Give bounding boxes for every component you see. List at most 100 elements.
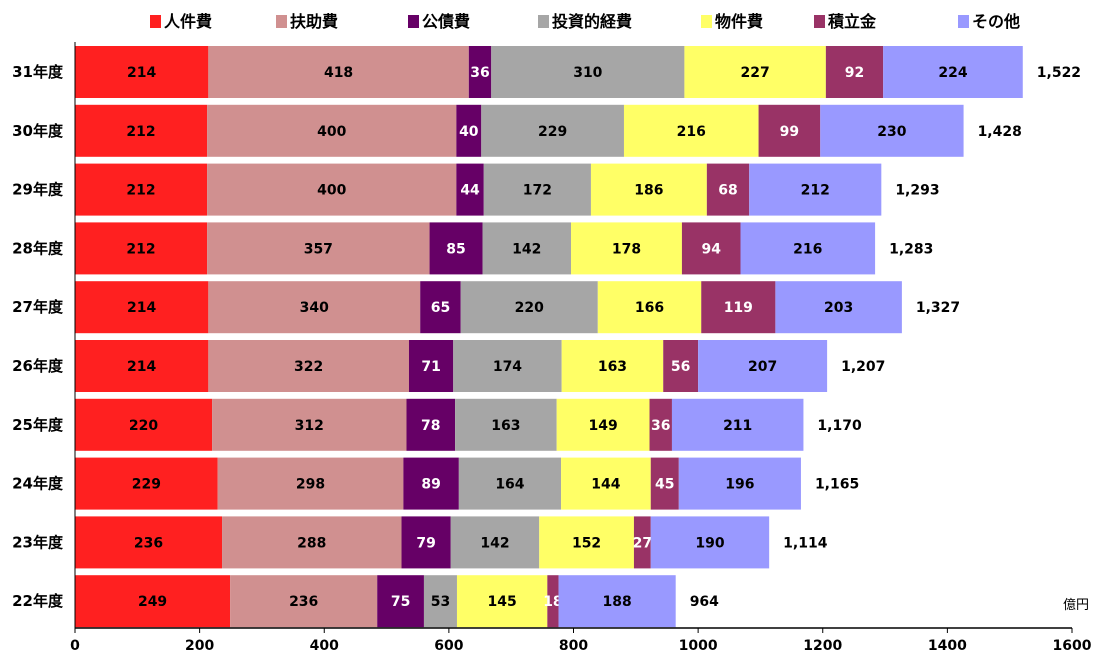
unit-label: 億円	[1063, 597, 1089, 613]
bar-segment	[547, 575, 559, 628]
legend-item: 投資的経費	[538, 12, 632, 31]
segment-value-label: 85	[446, 241, 465, 257]
bar-segment	[483, 163, 591, 216]
bar-segment	[684, 46, 826, 98]
segment-value-label: 224	[938, 65, 967, 81]
segment-value-label: 236	[134, 535, 163, 551]
segment-value-label: 144	[591, 477, 620, 493]
legend-label: 扶助費	[290, 12, 338, 31]
bar-row: 23年度 236 288 79 142 152 27 190 1,114	[12, 516, 828, 569]
total-label: 1,283	[889, 241, 933, 257]
legend-label: 物件費	[715, 12, 763, 31]
legend-item: 扶助費	[276, 12, 338, 31]
bar-segment	[698, 340, 828, 392]
total-label: 1,428	[978, 124, 1022, 140]
legend-swatch	[814, 15, 825, 28]
segment-value-label: 216	[677, 124, 706, 140]
segment-value-label: 216	[793, 241, 822, 257]
segment-value-label: 45	[655, 477, 674, 493]
category-label: 31年度	[12, 63, 64, 81]
bar-segment	[403, 457, 459, 510]
bar-segment	[883, 46, 1023, 98]
segment-value-label: 53	[431, 594, 450, 610]
bar-segment	[649, 398, 672, 451]
segment-value-label: 230	[877, 124, 906, 140]
bar-segment	[558, 575, 676, 628]
x-tick-label: 800	[559, 638, 588, 654]
segment-value-label: 36	[651, 418, 670, 434]
bar-segment	[701, 281, 776, 334]
segment-value-label: 288	[297, 535, 326, 551]
bar-segment	[75, 340, 209, 392]
category-label: 25年度	[12, 416, 64, 434]
segment-value-label: 310	[573, 65, 602, 81]
bar-segment	[650, 516, 770, 569]
bar-row: 25年度 220 312 78 163 149 36 211 1,170	[12, 398, 862, 451]
bar-segment	[775, 281, 902, 334]
bar-row: 26年度 214 322 71 174 163 56 207 1,207	[12, 340, 885, 392]
bar-segment	[75, 575, 231, 628]
segment-value-label: 340	[300, 300, 329, 316]
legend-swatch	[150, 15, 161, 28]
segment-value-label: 75	[391, 594, 410, 610]
segment-value-label: 212	[126, 124, 155, 140]
bar-segment	[678, 457, 801, 510]
total-label: 1,165	[815, 477, 859, 493]
segment-value-label: 236	[289, 594, 318, 610]
segment-value-label: 92	[845, 65, 864, 81]
segment-value-label: 149	[588, 418, 617, 434]
segment-value-label: 119	[724, 300, 753, 316]
bar-segment	[75, 516, 223, 569]
bar-segment	[420, 281, 461, 334]
segment-value-label: 400	[317, 124, 346, 140]
segment-value-label: 227	[741, 65, 770, 81]
x-tick-label: 1200	[803, 638, 842, 654]
segment-value-label: 65	[431, 300, 450, 316]
bar-segment	[207, 222, 430, 275]
bar-segment	[456, 575, 548, 628]
bar-segment	[590, 163, 707, 216]
segment-value-label: 142	[512, 241, 541, 257]
bar-segment	[671, 398, 804, 451]
x-tick-label: 200	[185, 638, 214, 654]
legend-swatch	[958, 15, 969, 28]
bar-segment	[749, 163, 882, 216]
segment-value-label: 166	[635, 300, 664, 316]
x-axis: 0 200 400 600 800 1000 1200 1400 1600	[70, 42, 1092, 654]
bar-segment	[207, 104, 457, 157]
bar-segment	[758, 104, 821, 157]
segment-value-label: 79	[416, 535, 435, 551]
bar-segment	[706, 163, 750, 216]
bar-segment	[401, 516, 451, 569]
segment-value-label: 152	[572, 535, 601, 551]
legend: 人件費 扶助費 公債費 投資的経費 物件費 積立金 その他	[150, 12, 1020, 31]
x-tick-label: 600	[434, 638, 463, 654]
segment-value-label: 214	[127, 65, 156, 81]
segment-value-label: 164	[495, 477, 524, 493]
bar-segment	[208, 281, 421, 334]
segment-value-label: 68	[718, 183, 737, 199]
legend-label: その他	[972, 12, 1020, 31]
category-label: 24年度	[12, 475, 64, 493]
legend-swatch	[276, 15, 287, 28]
bar-row: 27年度 214 340 65 220 166 119 203 1,327	[12, 281, 960, 334]
segment-value-label: 212	[801, 183, 830, 199]
bar-segment	[571, 222, 682, 275]
bar-row: 22年度 249 236 75 53 145 18 188 964	[12, 575, 719, 628]
x-tick-label: 400	[310, 638, 339, 654]
segment-value-label: 27	[633, 535, 652, 551]
bar-segment	[820, 104, 964, 157]
bar-segment	[75, 398, 213, 451]
bar-row: 28年度 212 357 85 142 178 94 216 1,283	[12, 222, 933, 275]
segment-value-label: 220	[515, 300, 544, 316]
total-label: 1,522	[1037, 65, 1081, 81]
bar-segment	[482, 222, 572, 275]
bar-segment	[650, 457, 679, 510]
segment-value-label: 357	[304, 241, 333, 257]
segment-value-label: 322	[294, 359, 323, 375]
segment-value-label: 71	[421, 359, 440, 375]
bar-segment	[423, 575, 457, 628]
segment-value-label: 211	[723, 418, 752, 434]
segment-value-label: 418	[324, 65, 353, 81]
segment-value-label: 229	[538, 124, 567, 140]
